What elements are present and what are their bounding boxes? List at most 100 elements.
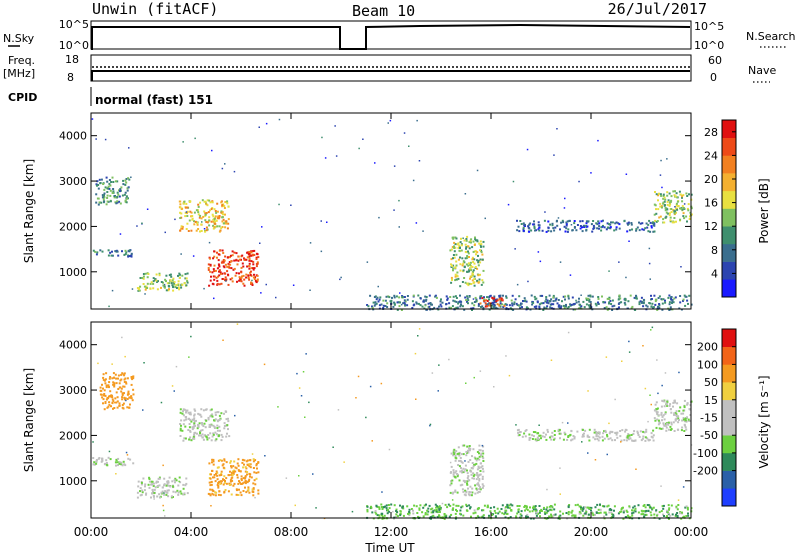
echo-cell bbox=[461, 483, 464, 486]
echo-cell bbox=[550, 435, 553, 438]
echo-cell bbox=[223, 427, 226, 430]
echo-cell bbox=[663, 204, 666, 206]
echo-cell bbox=[454, 489, 457, 492]
colorbar-segment bbox=[722, 208, 736, 227]
echo-cell bbox=[171, 284, 174, 287]
noise-cell bbox=[173, 390, 175, 392]
echo-cell bbox=[253, 479, 256, 482]
echo-cell bbox=[494, 515, 497, 518]
echo-cell bbox=[92, 463, 95, 466]
echo-cell bbox=[646, 504, 649, 506]
echo-cell bbox=[663, 196, 666, 199]
echo-cell bbox=[216, 279, 219, 282]
echo-cell bbox=[98, 201, 101, 204]
echo-cell bbox=[94, 250, 97, 253]
echo-cell bbox=[220, 261, 223, 264]
echo-cell bbox=[128, 406, 130, 409]
echo-cell bbox=[621, 429, 624, 432]
noise-cell bbox=[666, 158, 668, 160]
noise-cell bbox=[527, 280, 529, 283]
echo-cell bbox=[643, 515, 646, 518]
noise-cell bbox=[131, 288, 134, 290]
echo-cell bbox=[418, 507, 421, 510]
colorbar-frame bbox=[721, 119, 737, 298]
echo-cell bbox=[570, 439, 573, 442]
echo-cell bbox=[473, 275, 476, 278]
echo-cell bbox=[464, 296, 467, 299]
echo-cell bbox=[467, 460, 470, 463]
echo-cell bbox=[454, 236, 457, 239]
echo-cell bbox=[454, 451, 456, 454]
echo-cell bbox=[686, 195, 689, 197]
echo-cell bbox=[638, 229, 641, 232]
echo-cell bbox=[518, 434, 521, 436]
echo-cell bbox=[475, 459, 478, 462]
echo-cell bbox=[606, 308, 609, 311]
echo-cell bbox=[253, 471, 256, 474]
echo-cell bbox=[218, 249, 221, 252]
echo-cell bbox=[587, 297, 590, 300]
echo-cell bbox=[545, 438, 548, 441]
echo-cell bbox=[136, 496, 139, 499]
echo-cell bbox=[684, 304, 687, 307]
echo-cell bbox=[468, 282, 471, 285]
echo-cell bbox=[105, 176, 108, 179]
noise-cell bbox=[546, 488, 548, 491]
echo-cell bbox=[252, 494, 255, 497]
echo-cell bbox=[627, 223, 629, 226]
echo-cell bbox=[681, 426, 684, 429]
echo-cell bbox=[248, 265, 251, 267]
nsky-tick-bottom: 10^0 bbox=[59, 39, 89, 52]
echo-cell bbox=[529, 506, 531, 509]
noise-cell bbox=[111, 289, 114, 292]
echo-cell bbox=[408, 508, 411, 511]
echo-cell bbox=[229, 461, 232, 464]
noise-cell bbox=[581, 441, 583, 443]
echo-cell bbox=[212, 283, 215, 286]
echo-cell bbox=[198, 216, 201, 219]
echo-cell bbox=[460, 506, 463, 509]
echo-cell bbox=[690, 193, 693, 196]
echo-cell bbox=[218, 425, 221, 428]
echo-cell bbox=[199, 214, 202, 217]
echo-cell bbox=[395, 513, 398, 516]
noise-cell bbox=[259, 242, 261, 244]
noise-cell bbox=[351, 510, 354, 513]
colorbar-segment bbox=[722, 488, 736, 507]
echo-cell bbox=[673, 399, 676, 402]
echo-cell bbox=[564, 298, 566, 301]
echo-cell bbox=[197, 412, 200, 415]
noise-cell bbox=[340, 276, 342, 279]
echo-cell bbox=[97, 197, 100, 200]
echo-cell bbox=[208, 216, 211, 219]
noise-cell bbox=[415, 398, 417, 400]
echo-cell bbox=[602, 219, 604, 222]
noise-cell bbox=[275, 296, 277, 299]
echo-cell bbox=[248, 463, 251, 466]
echo-cell bbox=[454, 246, 457, 249]
echo-cell bbox=[220, 439, 223, 442]
echo-cell bbox=[223, 425, 226, 427]
echo-cell bbox=[220, 459, 223, 462]
echo-cell bbox=[476, 483, 479, 486]
echo-cell bbox=[456, 271, 459, 274]
echo-cell bbox=[505, 506, 507, 509]
echo-cell bbox=[679, 406, 682, 409]
echo-cell bbox=[421, 511, 424, 514]
echo-cell bbox=[382, 304, 385, 307]
echo-cell bbox=[462, 260, 465, 263]
echo-cell bbox=[620, 439, 623, 442]
noise-cell bbox=[119, 233, 122, 235]
echo-cell bbox=[143, 285, 146, 288]
echo-cell bbox=[566, 230, 569, 233]
echo-cell bbox=[670, 411, 673, 414]
echo-cell bbox=[192, 427, 195, 429]
echo-cell bbox=[114, 397, 117, 400]
colorbar-tick-label: 100 bbox=[697, 358, 718, 371]
echo-cell bbox=[145, 493, 147, 496]
echo-cell bbox=[528, 438, 531, 441]
echo-cell bbox=[152, 482, 155, 485]
echo-cell bbox=[460, 460, 463, 463]
echo-cell bbox=[477, 490, 480, 493]
echo-cell bbox=[118, 200, 121, 203]
